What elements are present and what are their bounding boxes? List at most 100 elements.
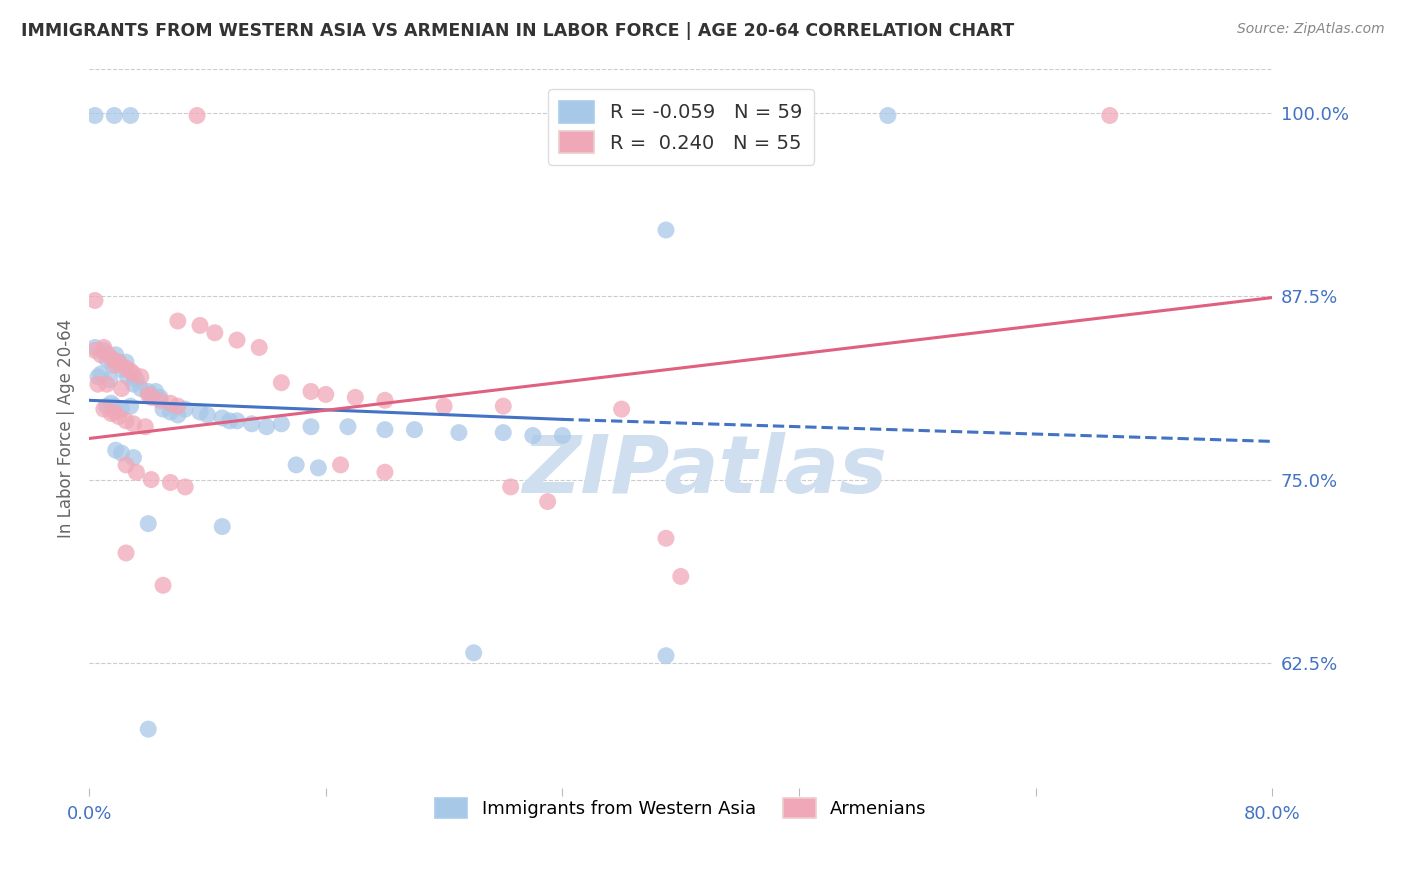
Point [211, 519, 233, 533]
Text: IMMIGRANTS FROM WESTERN ASIA VS ARMENIAN IN LABOR FORCE | AGE 20-64 CORRELATION : IMMIGRANTS FROM WESTERN ASIA VS ARMENIAN… [21, 22, 1014, 40]
Point [134, 419, 156, 434]
Point [84, 108, 107, 122]
Point [226, 414, 249, 428]
Point [159, 405, 181, 419]
Point [211, 411, 233, 425]
Point [655, 648, 678, 663]
Point [204, 326, 226, 340]
Point [152, 578, 174, 592]
Point [218, 414, 240, 428]
Point [166, 314, 188, 328]
Point [299, 384, 322, 399]
Point [93, 343, 115, 358]
Point [307, 460, 329, 475]
Point [115, 355, 138, 369]
Point [336, 419, 359, 434]
Point [447, 425, 470, 440]
Point [110, 362, 132, 376]
Point [100, 407, 122, 421]
Point [136, 722, 159, 736]
Point [115, 414, 138, 428]
Point [247, 341, 270, 355]
Point [141, 387, 163, 401]
Point [876, 108, 898, 122]
Point [97, 348, 120, 362]
Point [433, 399, 456, 413]
Point [149, 390, 172, 404]
Point [404, 423, 426, 437]
Point [129, 369, 152, 384]
Point [174, 402, 197, 417]
Point [125, 465, 148, 479]
Point [96, 377, 118, 392]
Point [166, 408, 188, 422]
Point [188, 318, 211, 333]
Point [136, 387, 159, 401]
Text: Source: ZipAtlas.com: Source: ZipAtlas.com [1237, 22, 1385, 37]
Point [299, 419, 322, 434]
Point [186, 108, 208, 122]
Point [117, 369, 139, 384]
Point [669, 569, 692, 583]
Point [104, 348, 127, 362]
Point [655, 531, 678, 545]
Point [122, 367, 145, 381]
Point [87, 369, 110, 384]
Point [522, 428, 544, 442]
Point [100, 396, 122, 410]
Point [96, 399, 118, 413]
Point [240, 417, 263, 431]
Point [374, 393, 396, 408]
Point [122, 450, 145, 465]
Point [136, 516, 159, 531]
Point [226, 333, 249, 347]
Point [374, 465, 396, 479]
Point [141, 473, 163, 487]
Point [655, 223, 678, 237]
Point [344, 390, 367, 404]
Point [129, 382, 152, 396]
Point [174, 480, 197, 494]
Point [103, 399, 125, 413]
Point [492, 399, 515, 413]
Point [101, 358, 124, 372]
Point [136, 384, 159, 399]
Point [492, 425, 515, 440]
Point [256, 419, 278, 434]
Point [103, 108, 125, 122]
Point [145, 384, 167, 399]
Point [104, 443, 127, 458]
Point [463, 646, 485, 660]
Point [110, 446, 132, 460]
Point [188, 405, 211, 419]
Point [101, 352, 124, 367]
Point [115, 361, 138, 376]
Point [152, 402, 174, 417]
Y-axis label: In Labor Force | Age 20-64: In Labor Force | Age 20-64 [58, 318, 75, 538]
Point [270, 417, 292, 431]
Point [315, 387, 337, 401]
Point [115, 546, 138, 560]
Point [107, 409, 129, 424]
Point [96, 352, 118, 367]
Point [166, 399, 188, 413]
Point [120, 364, 142, 378]
Point [374, 423, 396, 437]
Point [90, 367, 112, 381]
Point [87, 377, 110, 392]
Point [120, 399, 142, 413]
Point [610, 402, 633, 417]
Point [110, 382, 132, 396]
Point [110, 402, 132, 417]
Legend: Immigrants from Western Asia, Armenians: Immigrants from Western Asia, Armenians [427, 790, 934, 826]
Point [93, 402, 115, 417]
Point [537, 494, 560, 508]
Point [120, 108, 142, 122]
Point [551, 428, 574, 442]
Point [1098, 108, 1121, 122]
Point [84, 343, 107, 358]
Point [270, 376, 292, 390]
Point [122, 417, 145, 431]
Point [499, 480, 522, 494]
Point [149, 393, 172, 408]
